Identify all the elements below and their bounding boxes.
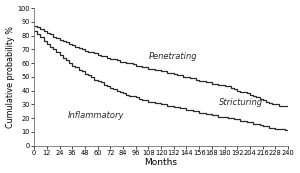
Y-axis label: Cumulative probability %: Cumulative probability % [6,26,15,128]
Text: Penetrating: Penetrating [148,52,197,61]
Text: Inflammatory: Inflammatory [68,111,124,120]
Text: Stricturing: Stricturing [219,98,263,107]
X-axis label: Months: Months [145,158,178,167]
